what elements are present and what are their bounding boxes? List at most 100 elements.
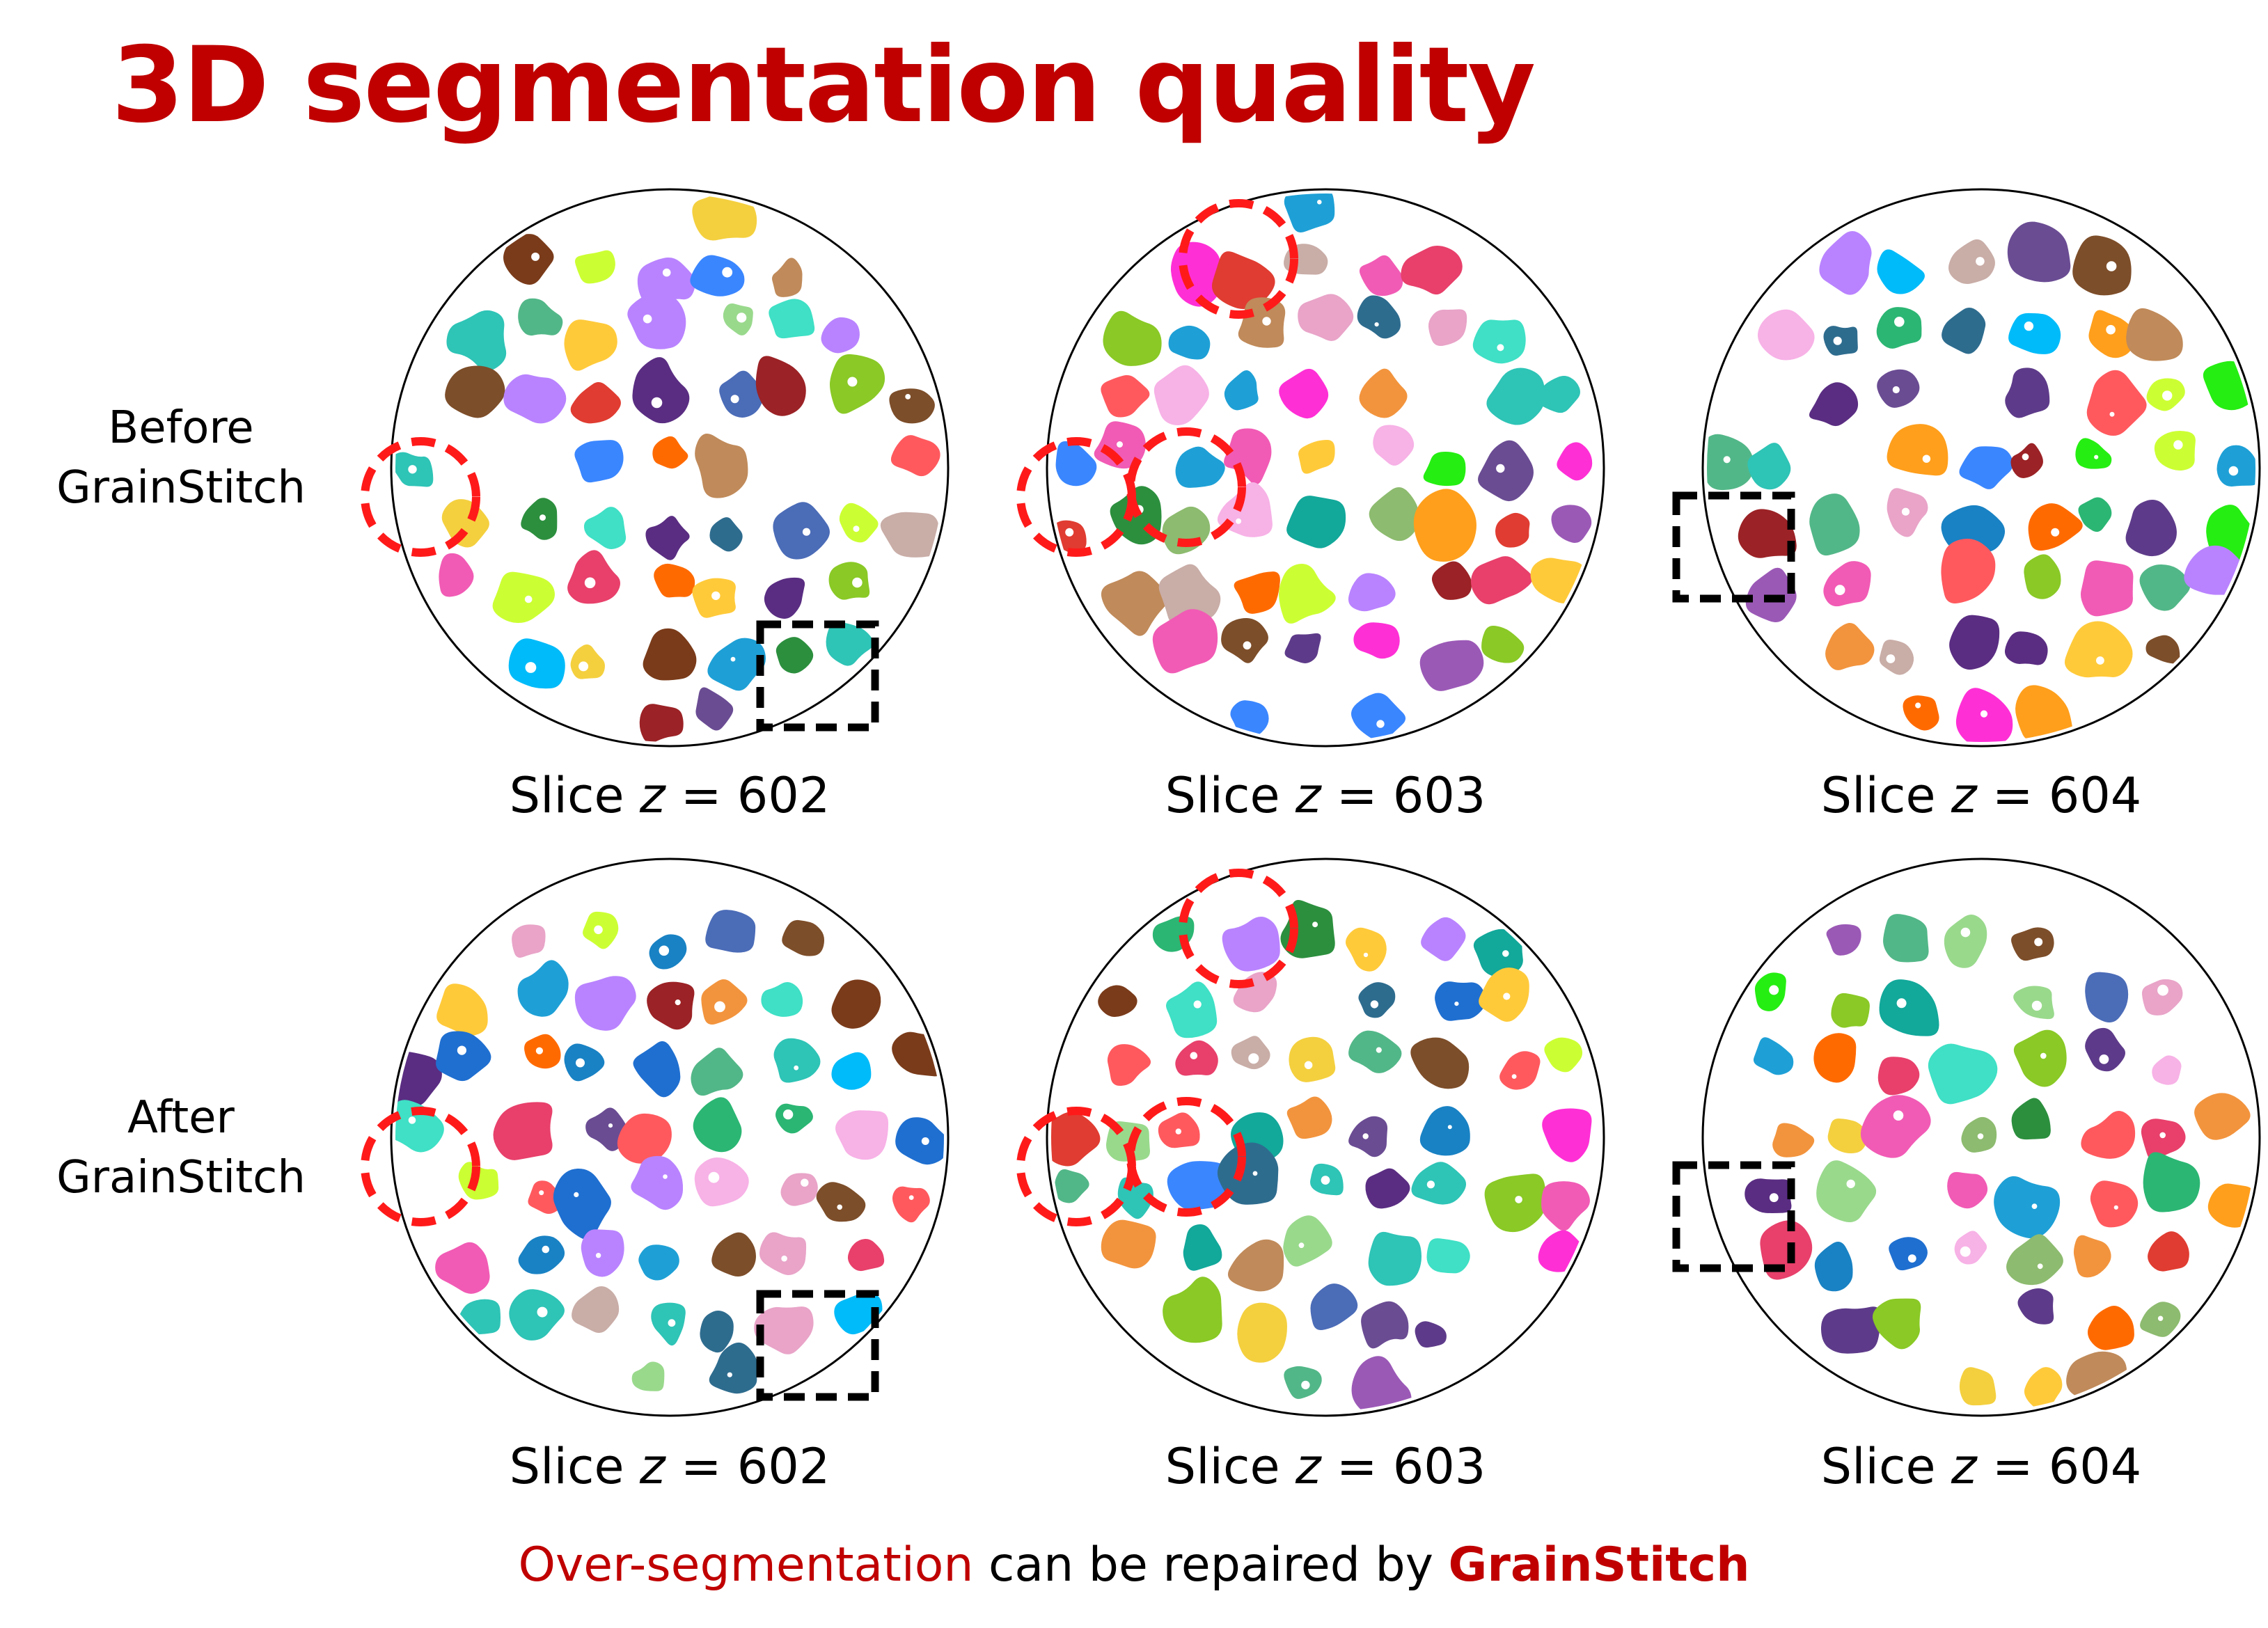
grain-pore	[408, 465, 417, 474]
oversegmentation-circle-marker	[1179, 869, 1298, 988]
grain	[759, 1232, 807, 1275]
grain-pore	[1893, 1110, 1904, 1121]
grain-pore	[1248, 1053, 1259, 1064]
grain-pore	[1252, 1171, 1258, 1176]
grain	[567, 550, 620, 604]
grain	[1419, 640, 1484, 691]
slice-label-before-604: Slice z = 604	[1820, 767, 2142, 824]
grain-pore	[847, 377, 858, 387]
grain-pore	[711, 591, 720, 601]
grain	[700, 1311, 734, 1353]
grain	[570, 644, 605, 679]
grain-pore	[781, 1255, 787, 1262]
grain	[761, 981, 803, 1017]
grain	[1809, 382, 1859, 427]
grain-pore	[662, 268, 671, 277]
grain	[1221, 618, 1268, 663]
grain-pore	[921, 1137, 929, 1145]
grain	[701, 979, 748, 1025]
grain	[1473, 928, 1523, 978]
grain	[1826, 924, 1861, 956]
grain	[773, 502, 830, 560]
grain	[1827, 1119, 1868, 1154]
grain	[2152, 1055, 2182, 1085]
grain	[521, 498, 558, 540]
grain	[2148, 1231, 2189, 1272]
grain	[638, 1244, 679, 1281]
grain-pore	[2109, 411, 2115, 417]
grain	[436, 1031, 491, 1082]
grain	[631, 1155, 684, 1210]
grain-pore	[1892, 386, 1900, 394]
grain	[2006, 1234, 2063, 1286]
grain	[1237, 1302, 1287, 1363]
grain	[775, 637, 814, 674]
grain-pore	[1511, 1074, 1517, 1079]
grain	[2090, 1180, 2139, 1228]
grain-pore	[802, 528, 811, 536]
grain	[709, 517, 743, 552]
grain	[2075, 438, 2112, 469]
grain	[782, 919, 825, 956]
grain-pore	[1362, 1133, 1369, 1139]
grain	[1413, 489, 1476, 562]
grain	[1889, 1237, 1928, 1271]
grain	[1153, 365, 1209, 426]
grain-pore	[1376, 720, 1385, 728]
grain-pore	[2228, 466, 2239, 476]
grain	[892, 1186, 930, 1223]
grain	[1813, 1033, 1857, 1083]
grain-pore	[1503, 993, 1511, 1000]
sample-boundary	[390, 188, 950, 748]
grain	[2017, 1288, 2054, 1325]
grain-pore	[540, 514, 546, 521]
grain	[1537, 376, 1580, 413]
grain	[847, 1239, 885, 1272]
grain-pore	[1496, 464, 1505, 473]
grain	[445, 365, 505, 418]
grain-pore	[2040, 1052, 2047, 1059]
grain-pore	[525, 662, 537, 673]
grain-pore	[1834, 585, 1845, 596]
grain-pore	[801, 1178, 809, 1187]
grain	[1284, 633, 1321, 663]
grain	[831, 1052, 872, 1090]
grain	[2126, 308, 2183, 361]
grain	[1872, 1298, 1921, 1350]
sample-boundary	[1046, 858, 1605, 1417]
grain	[2086, 370, 2147, 436]
grain-pore	[1312, 922, 1318, 928]
grain	[1401, 245, 1463, 295]
grain	[831, 979, 881, 1029]
grain	[821, 317, 860, 354]
grain	[631, 1361, 665, 1391]
grain	[889, 388, 935, 424]
grain	[1279, 368, 1329, 419]
grain	[493, 1102, 553, 1160]
grain	[769, 299, 815, 339]
grain	[1361, 1301, 1409, 1349]
grain	[645, 516, 690, 560]
page-title: 3D segmentation quality	[111, 25, 1536, 146]
grain-pore	[2094, 455, 2099, 459]
grain-pore	[852, 577, 863, 588]
grain	[643, 628, 697, 681]
grain	[583, 507, 627, 549]
grain	[1163, 1277, 1222, 1343]
grain	[1175, 446, 1225, 488]
grain	[1353, 622, 1400, 659]
grain	[627, 292, 686, 349]
grain	[2081, 1110, 2136, 1159]
grain	[695, 433, 748, 498]
grain-pore	[524, 595, 533, 603]
grain-pore	[1298, 1242, 1305, 1249]
grain	[773, 1038, 821, 1083]
grain	[1419, 1106, 1470, 1156]
grain	[1772, 1123, 1815, 1157]
slice-label-after-602: Slice z = 602	[509, 1438, 830, 1495]
grain	[439, 553, 474, 597]
grain-pore	[782, 1109, 794, 1120]
slice-label-after-603: Slice z = 603	[1165, 1438, 1486, 1495]
grain-pore	[2034, 938, 2043, 947]
grain-pore	[675, 999, 681, 1006]
